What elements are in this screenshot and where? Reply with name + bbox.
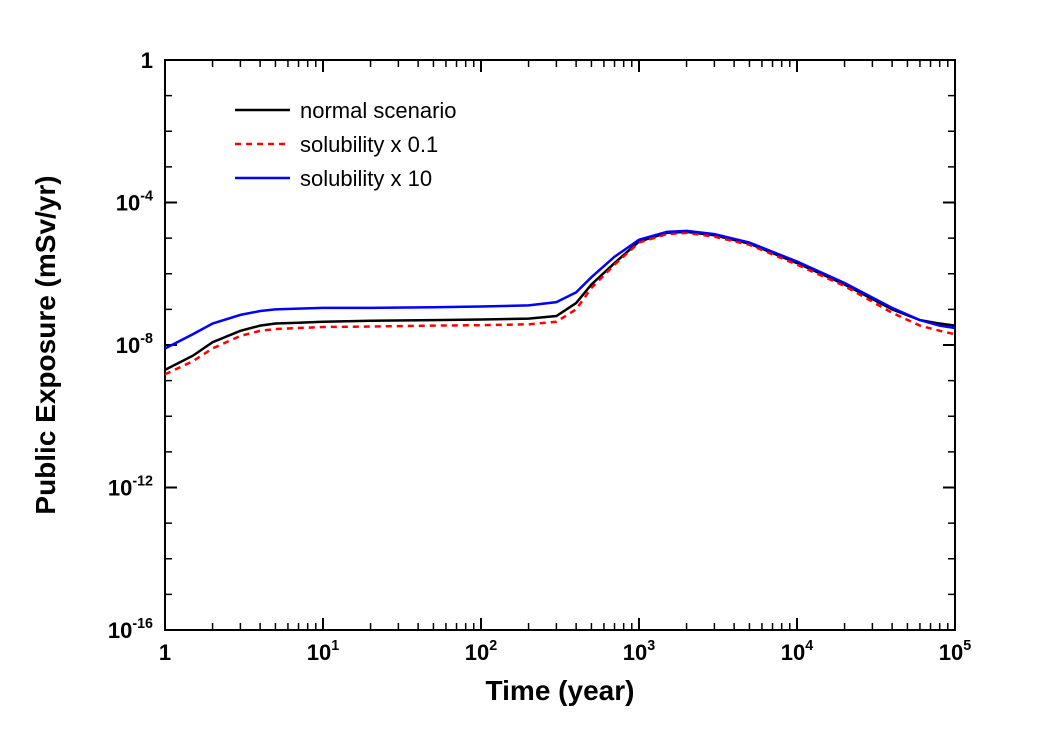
series-solubility-x-0.1 <box>165 233 955 374</box>
svg-text:105: 105 <box>939 638 971 665</box>
legend-label: solubility x 10 <box>300 166 432 191</box>
svg-text:1: 1 <box>159 640 171 665</box>
svg-text:104: 104 <box>781 638 813 665</box>
legend-label: normal scenario <box>300 98 457 123</box>
chart-container: 1 101 102 103 104 105 10-16 10-12 10-8 10-4 1 Time … <box>0 0 1037 738</box>
svg-text:1: 1 <box>141 48 153 73</box>
legend: normal scenario solubility x 0.1 solubilit… <box>235 98 457 191</box>
svg-text:101: 101 <box>307 638 339 665</box>
svg-text:102: 102 <box>465 638 497 665</box>
y-axis-label: Public Exposure (mSv/yr) <box>30 175 61 514</box>
svg-text:10-16: 10-16 <box>108 616 153 643</box>
x-axis-label: Time (year) <box>486 675 635 706</box>
chart-svg: 1 101 102 103 104 105 10-16 10-12 10-8 10-4 1 Time … <box>0 0 1037 738</box>
series-solubility-x-10 <box>165 231 955 349</box>
svg-text:10-12: 10-12 <box>108 474 153 501</box>
svg-text:10-8: 10-8 <box>116 331 153 358</box>
svg-text:10-4: 10-4 <box>116 189 153 216</box>
svg-text:103: 103 <box>623 638 655 665</box>
legend-label: solubility x 0.1 <box>300 132 438 157</box>
